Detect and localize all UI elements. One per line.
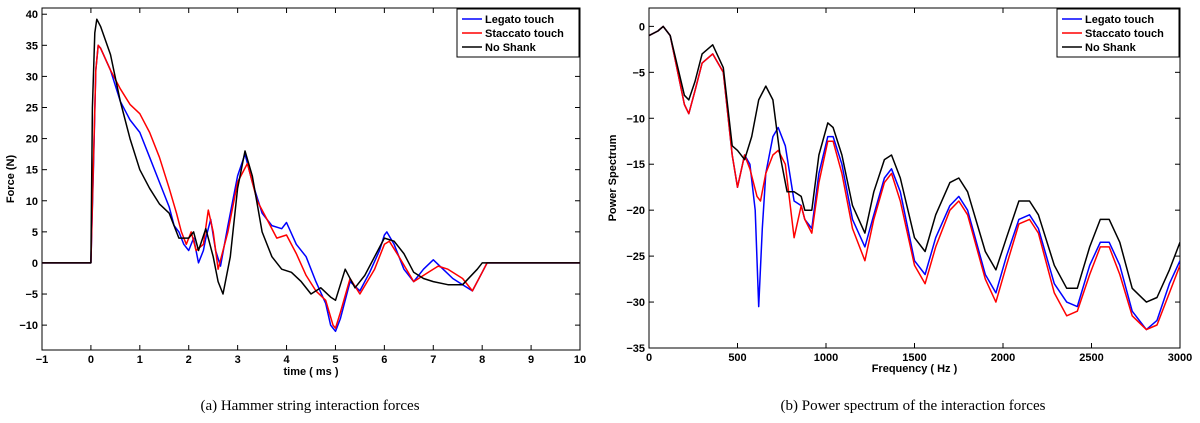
x-tick-label: 2500	[1079, 352, 1103, 364]
y-tick-label: −10	[19, 320, 38, 332]
x-tick-label: 5	[332, 354, 338, 366]
y-tick-label: 20	[26, 134, 38, 146]
y-tick-label: −5	[632, 67, 645, 79]
legend-label: No Shank	[485, 42, 537, 54]
y-tick-label: 15	[26, 165, 38, 177]
x-tick-label: 0	[646, 352, 652, 364]
y-tick-label: −35	[626, 343, 645, 355]
y-tick-label: 35	[26, 40, 38, 52]
x-tick-label: 10	[574, 354, 586, 366]
y-tick-label: −25	[626, 251, 645, 263]
y-tick-label: −30	[626, 297, 645, 309]
legend-label: Staccato touch	[1085, 28, 1164, 40]
x-tick-label: 7	[430, 354, 436, 366]
x-tick-label: −1	[36, 354, 49, 366]
series-line-staccato-touch	[42, 44, 580, 329]
x-tick-label: 2000	[991, 352, 1015, 364]
legend-label: Legato touch	[1085, 14, 1154, 26]
y-tick-label: 25	[26, 102, 38, 114]
series-line-legato-touch	[42, 44, 580, 333]
legend-label: No Shank	[1085, 42, 1137, 54]
x-tick-label: 1	[137, 354, 143, 366]
y-tick-label: 0	[32, 258, 38, 270]
x-tick-label: 4	[283, 354, 290, 366]
x-tick-label: 3000	[1168, 352, 1192, 364]
x-tick-label: 1000	[814, 352, 838, 364]
y-tick-label: 0	[639, 21, 645, 33]
x-tick-label: 8	[479, 354, 485, 366]
x-tick-label: 2	[186, 354, 192, 366]
series-line-no-shank	[649, 25, 1180, 303]
caption-b: (b) Power spectrum of the interaction fo…	[781, 398, 1046, 414]
series-line-legato-touch	[649, 25, 1180, 331]
legend-label: Legato touch	[485, 14, 554, 26]
legend: Legato touch Staccato touch No Shank	[1056, 8, 1180, 58]
y-tick-label: −5	[25, 289, 38, 301]
legend-label: Staccato touch	[485, 28, 564, 40]
plot-frame	[648, 7, 1181, 349]
legend: Legato touch Staccato touch No Shank	[456, 8, 580, 58]
x-axis-label: time ( ms )	[283, 366, 338, 378]
y-tick-label: 5	[32, 227, 38, 239]
y-axis-label: Force (N)	[5, 155, 17, 204]
x-tick-label: 0	[88, 354, 94, 366]
x-tick-label: 3	[235, 354, 241, 366]
caption-a: (a) Hammer string interaction forces	[200, 398, 419, 414]
series-line-no-shank	[42, 18, 580, 302]
y-axis-label: Power Spectrum	[607, 134, 619, 221]
x-tick-label: 6	[381, 354, 387, 366]
x-axis-label: Frequency ( Hz )	[872, 363, 958, 375]
x-tick-label: 1500	[902, 352, 926, 364]
x-tick-label: 9	[528, 354, 534, 366]
y-tick-label: 10	[26, 196, 38, 208]
y-tick-label: −10	[626, 113, 645, 125]
y-tick-label: −20	[626, 205, 645, 217]
force-chart-panel: −1 0 1 2 3 4 5 6 7 8 9 10−10−50510152025303540time …	[5, 7, 586, 378]
spectrum-chart-panel: 0 500 1000 1500 2000 2500 3000 −35 −30 −25 −20 −15 −…	[607, 7, 1192, 375]
x-tick-label: 500	[728, 352, 746, 364]
y-tick-label: −15	[626, 159, 645, 171]
y-tick-label: 30	[26, 71, 38, 83]
y-tick-label: 40	[26, 9, 38, 21]
plot-frame	[41, 7, 581, 351]
series-line-staccato-touch	[649, 25, 1180, 331]
